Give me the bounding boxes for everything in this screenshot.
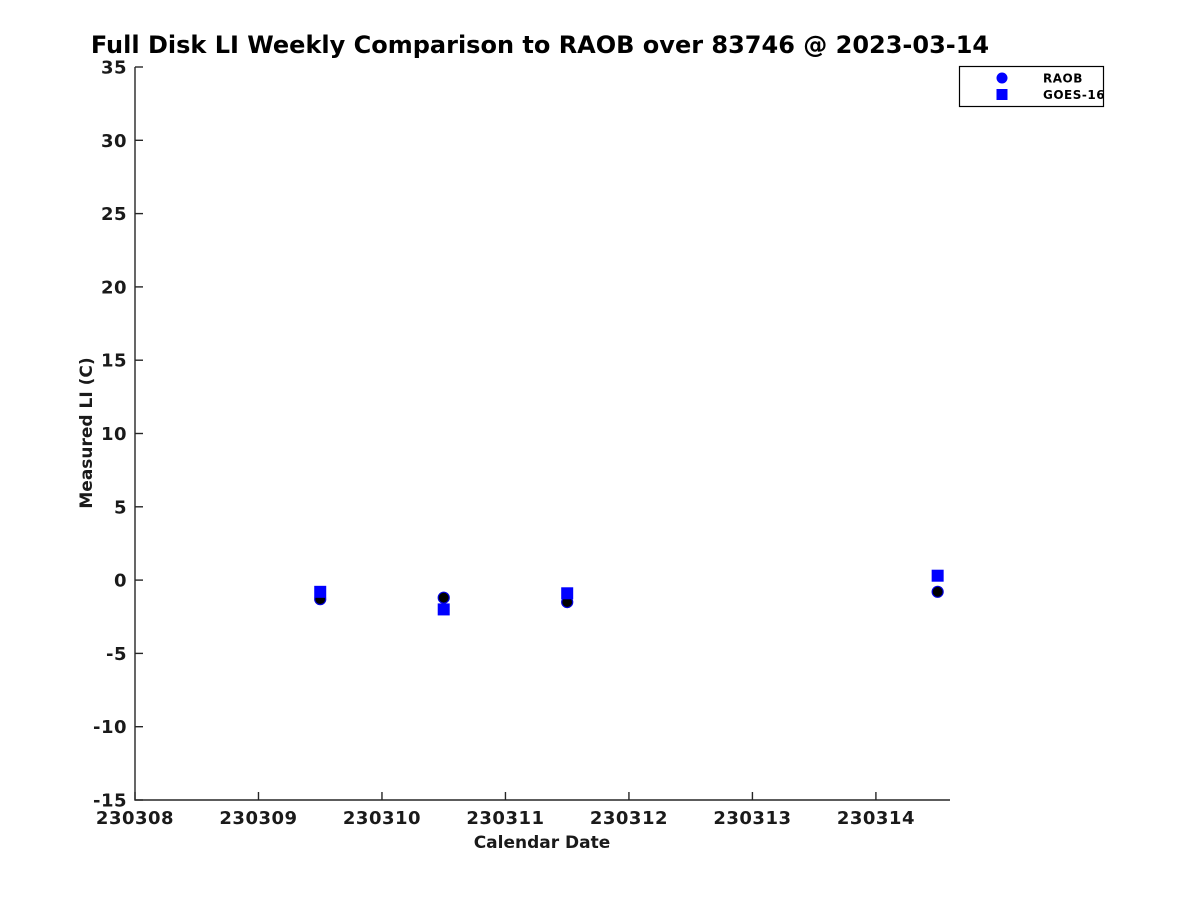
y-tick-label: -5 [106,644,127,665]
x-tick-label: 230312 [590,808,668,829]
x-tick-label: 230310 [343,808,421,829]
data-point-raob [931,585,944,598]
data-point-goes-16 [437,603,450,616]
raob-circle-icon [996,72,1008,84]
x-tick-label: 230313 [713,808,791,829]
legend-label-goes16: GOES-16 [1043,88,1105,102]
data-point-goes-16 [561,587,574,600]
axes [134,67,950,801]
y-tick-label: -15 [93,791,127,812]
y-axis-label: Measured LI (C) [77,357,97,508]
x-tick-label: 230309 [219,808,297,829]
y-tick-label: -10 [93,717,127,738]
y-tick-label: 30 [101,131,127,152]
y-tick-label: 20 [101,277,127,298]
x-tick-label: 230308 [96,808,174,829]
data-point-goes-16 [931,569,944,582]
y-tick-label: 25 [101,204,127,225]
data-point-raob [437,591,450,604]
y-axis-ticks: -15 -10 -5 0 5 10 15 20 25 30 35 [93,58,143,812]
x-axis-label: Calendar Date [474,833,611,853]
x-tick-label: 230314 [837,808,915,829]
goes-square-icon [996,89,1008,100]
data-point-goes-16 [314,585,327,598]
axis-spines [134,67,950,801]
y-tick-label: 0 [114,571,127,592]
legend-label-raob: RAOB [1043,72,1083,86]
y-tick-label: 35 [101,58,127,79]
data-points [314,569,944,616]
y-tick-label: 15 [101,351,127,372]
legend: RAOB GOES-16 [958,65,1105,108]
y-tick-label: 10 [101,424,127,445]
chart-title: Full Disk LI Weekly Comparison to RAOB o… [91,31,989,59]
x-tick-label: 230311 [466,808,544,829]
x-axis-ticks: 230308 230309 230310 230311 230312 230313 2303… [96,792,915,829]
legend-box [958,65,1105,108]
y-tick-label: 5 [114,497,127,518]
